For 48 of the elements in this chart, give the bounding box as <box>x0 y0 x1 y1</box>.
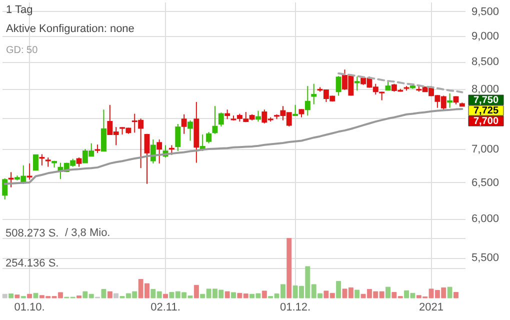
y-tick-label: 7,000 <box>472 144 500 156</box>
candlestick <box>188 120 193 142</box>
candlestick <box>181 114 187 134</box>
candlestick <box>292 104 298 116</box>
text: 7,750 <box>473 95 499 106</box>
candlestick <box>26 162 32 180</box>
candlestick <box>304 86 310 116</box>
y-tick-label: 9,000 <box>472 30 500 42</box>
x-tick-label: 2021 <box>419 302 444 314</box>
y-tick-label: 9,500 <box>472 6 500 18</box>
y2-tick-label: 254.136 S. <box>6 258 59 270</box>
y-tick-label: 6,500 <box>472 176 500 189</box>
candlestick <box>255 110 261 122</box>
candlestick <box>218 112 224 127</box>
y2-tick-label: 508.273 S. <box>6 228 59 240</box>
candlestick <box>175 123 181 152</box>
candlestick <box>354 76 360 92</box>
candlestick <box>33 154 38 171</box>
line-series <box>338 72 464 94</box>
y-tick-label: 8,000 <box>472 83 500 96</box>
text: 7,700 <box>473 116 499 127</box>
x-tick-label: 01.12. <box>280 302 311 314</box>
candlestick <box>447 92 453 108</box>
candlestick <box>150 138 156 164</box>
annotation: / 3,8 Mio. <box>65 227 110 240</box>
candlestick <box>39 154 45 166</box>
y-tick-label: 8,500 <box>472 56 500 68</box>
candlestick <box>8 172 14 188</box>
candlestick <box>311 83 317 105</box>
y-tick-label: 5,500 <box>472 252 500 264</box>
candlestick <box>212 106 218 134</box>
x-tick-label: 01.10. <box>14 302 45 314</box>
candlestick <box>100 109 106 152</box>
text: GD: 50 <box>6 45 38 56</box>
candlestick <box>336 76 342 96</box>
text: 7,725 <box>473 106 499 116</box>
candlestick <box>156 138 162 164</box>
candlestick <box>168 144 174 156</box>
candlestick <box>144 133 150 184</box>
chart-subtitle: 1 Tag <box>6 4 33 16</box>
candlestick <box>76 156 82 168</box>
candlestick <box>224 109 230 120</box>
x-tick-label: 02.11. <box>150 302 180 314</box>
candlestick <box>45 156 51 168</box>
y-tick-label: 6,000 <box>472 213 500 226</box>
candlestick <box>206 131 212 144</box>
annotation: Aktive Konfiguration: none <box>6 23 134 35</box>
candlestick <box>2 178 8 200</box>
